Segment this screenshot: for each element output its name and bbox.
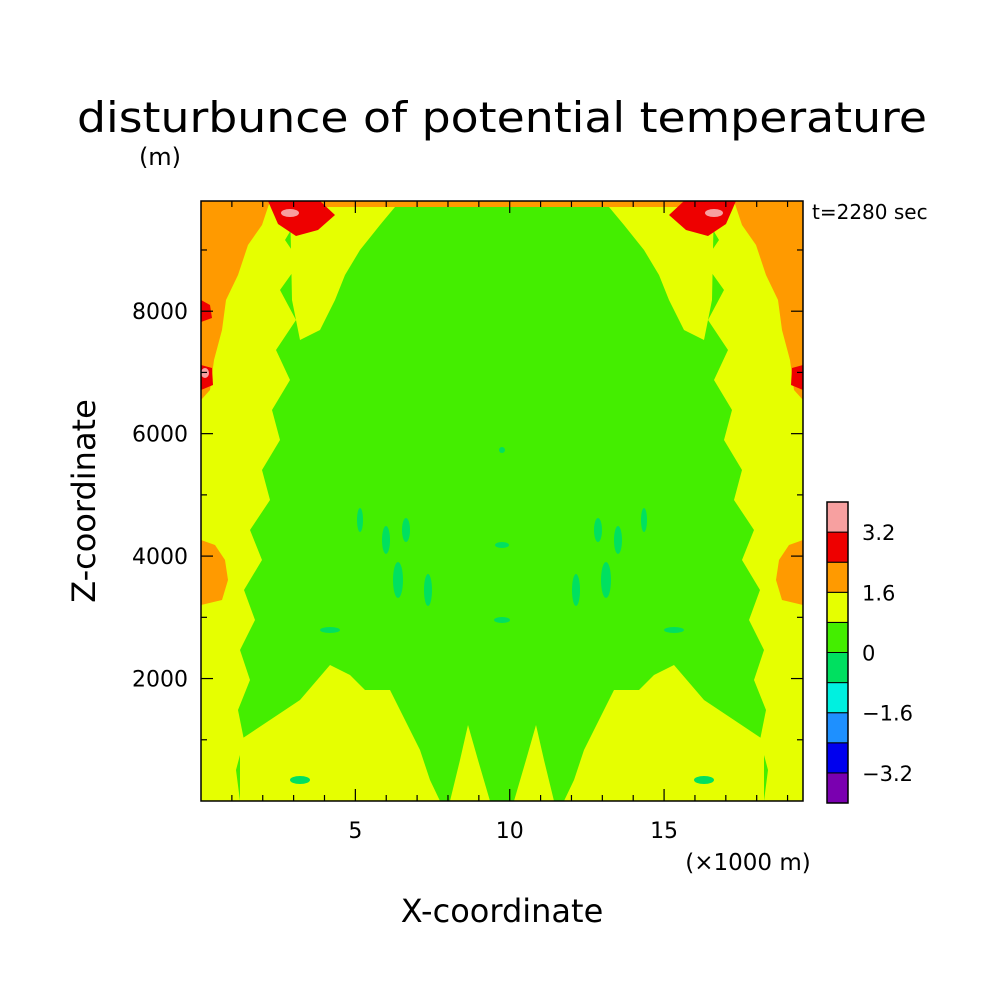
colorbar-frame [826,501,849,804]
y-tick-label: 6000 [132,423,188,448]
colorbar-swatch [826,561,849,593]
colorbar-swatch [826,742,849,774]
contour-region-lower-left-yellow [240,665,440,801]
colorbar-swatch [826,712,849,744]
contour-region-upper-right-yellow [604,201,714,340]
contour-region-top-left-red [268,201,335,236]
x-tick-label: 15 [650,819,678,844]
contour-field [201,201,803,801]
contour-peak-top-right [705,209,723,217]
contour-region-top-right-red [669,201,736,236]
colorbar-tick-label: 1.6 [862,581,895,605]
chart-title: disturbunce of potential temperature [77,93,927,142]
colorbar-tick-label: −1.6 [862,702,913,726]
colorbar-swatch [826,531,849,563]
x-tick-label: 5 [348,819,362,844]
y-unit-label: (m) [139,143,181,171]
colorbar: 3.2 1.6 0 −1.6 −3.2 [826,501,913,804]
x-axis-title: X-coordinate [401,892,604,930]
y-axis: 2000 4000 6000 8000 [132,249,803,741]
contour-region-right-red [791,365,803,390]
x-axis: 5 10 15 [231,201,789,844]
y-tick-label: 2000 [132,668,188,693]
colorbar-swatch [826,501,849,533]
contour-region-center-left-yellow [450,725,490,801]
colorbar-swatch [826,652,849,684]
contour-region-top-orange [300,201,704,207]
contour-region-right-yellow [704,201,803,801]
plot-frame [200,200,804,802]
contour-negative-streaks [290,447,714,784]
colorbar-swatch [826,682,849,714]
time-label: t=2280 sec [812,200,928,224]
x-tick-label: 10 [496,819,524,844]
colorbar-swatch [826,772,849,804]
contour-region-left-yellow [201,201,300,801]
colorbar-swatch [826,591,849,623]
colorbar-swatch [826,621,849,654]
contour-region-left-orange [201,201,270,400]
y-tick-label: 8000 [132,300,188,325]
contour-peak-top-left [281,209,299,217]
colorbar-tick-label: 3.2 [862,521,895,545]
colorbar-tick-label: −3.2 [862,762,913,786]
contour-region-center-right-yellow [514,725,554,801]
y-tick-label: 4000 [132,545,188,570]
contour-region-lower-right-yellow [564,665,764,801]
x-unit-label: (×1000 m) [685,850,810,876]
colorbar-tick-label: 0 [862,642,875,666]
y-axis-title: Z-coordinate [65,399,103,603]
contour-region-upper-left-yellow [290,201,400,340]
contour-region-right-orange [734,201,803,400]
